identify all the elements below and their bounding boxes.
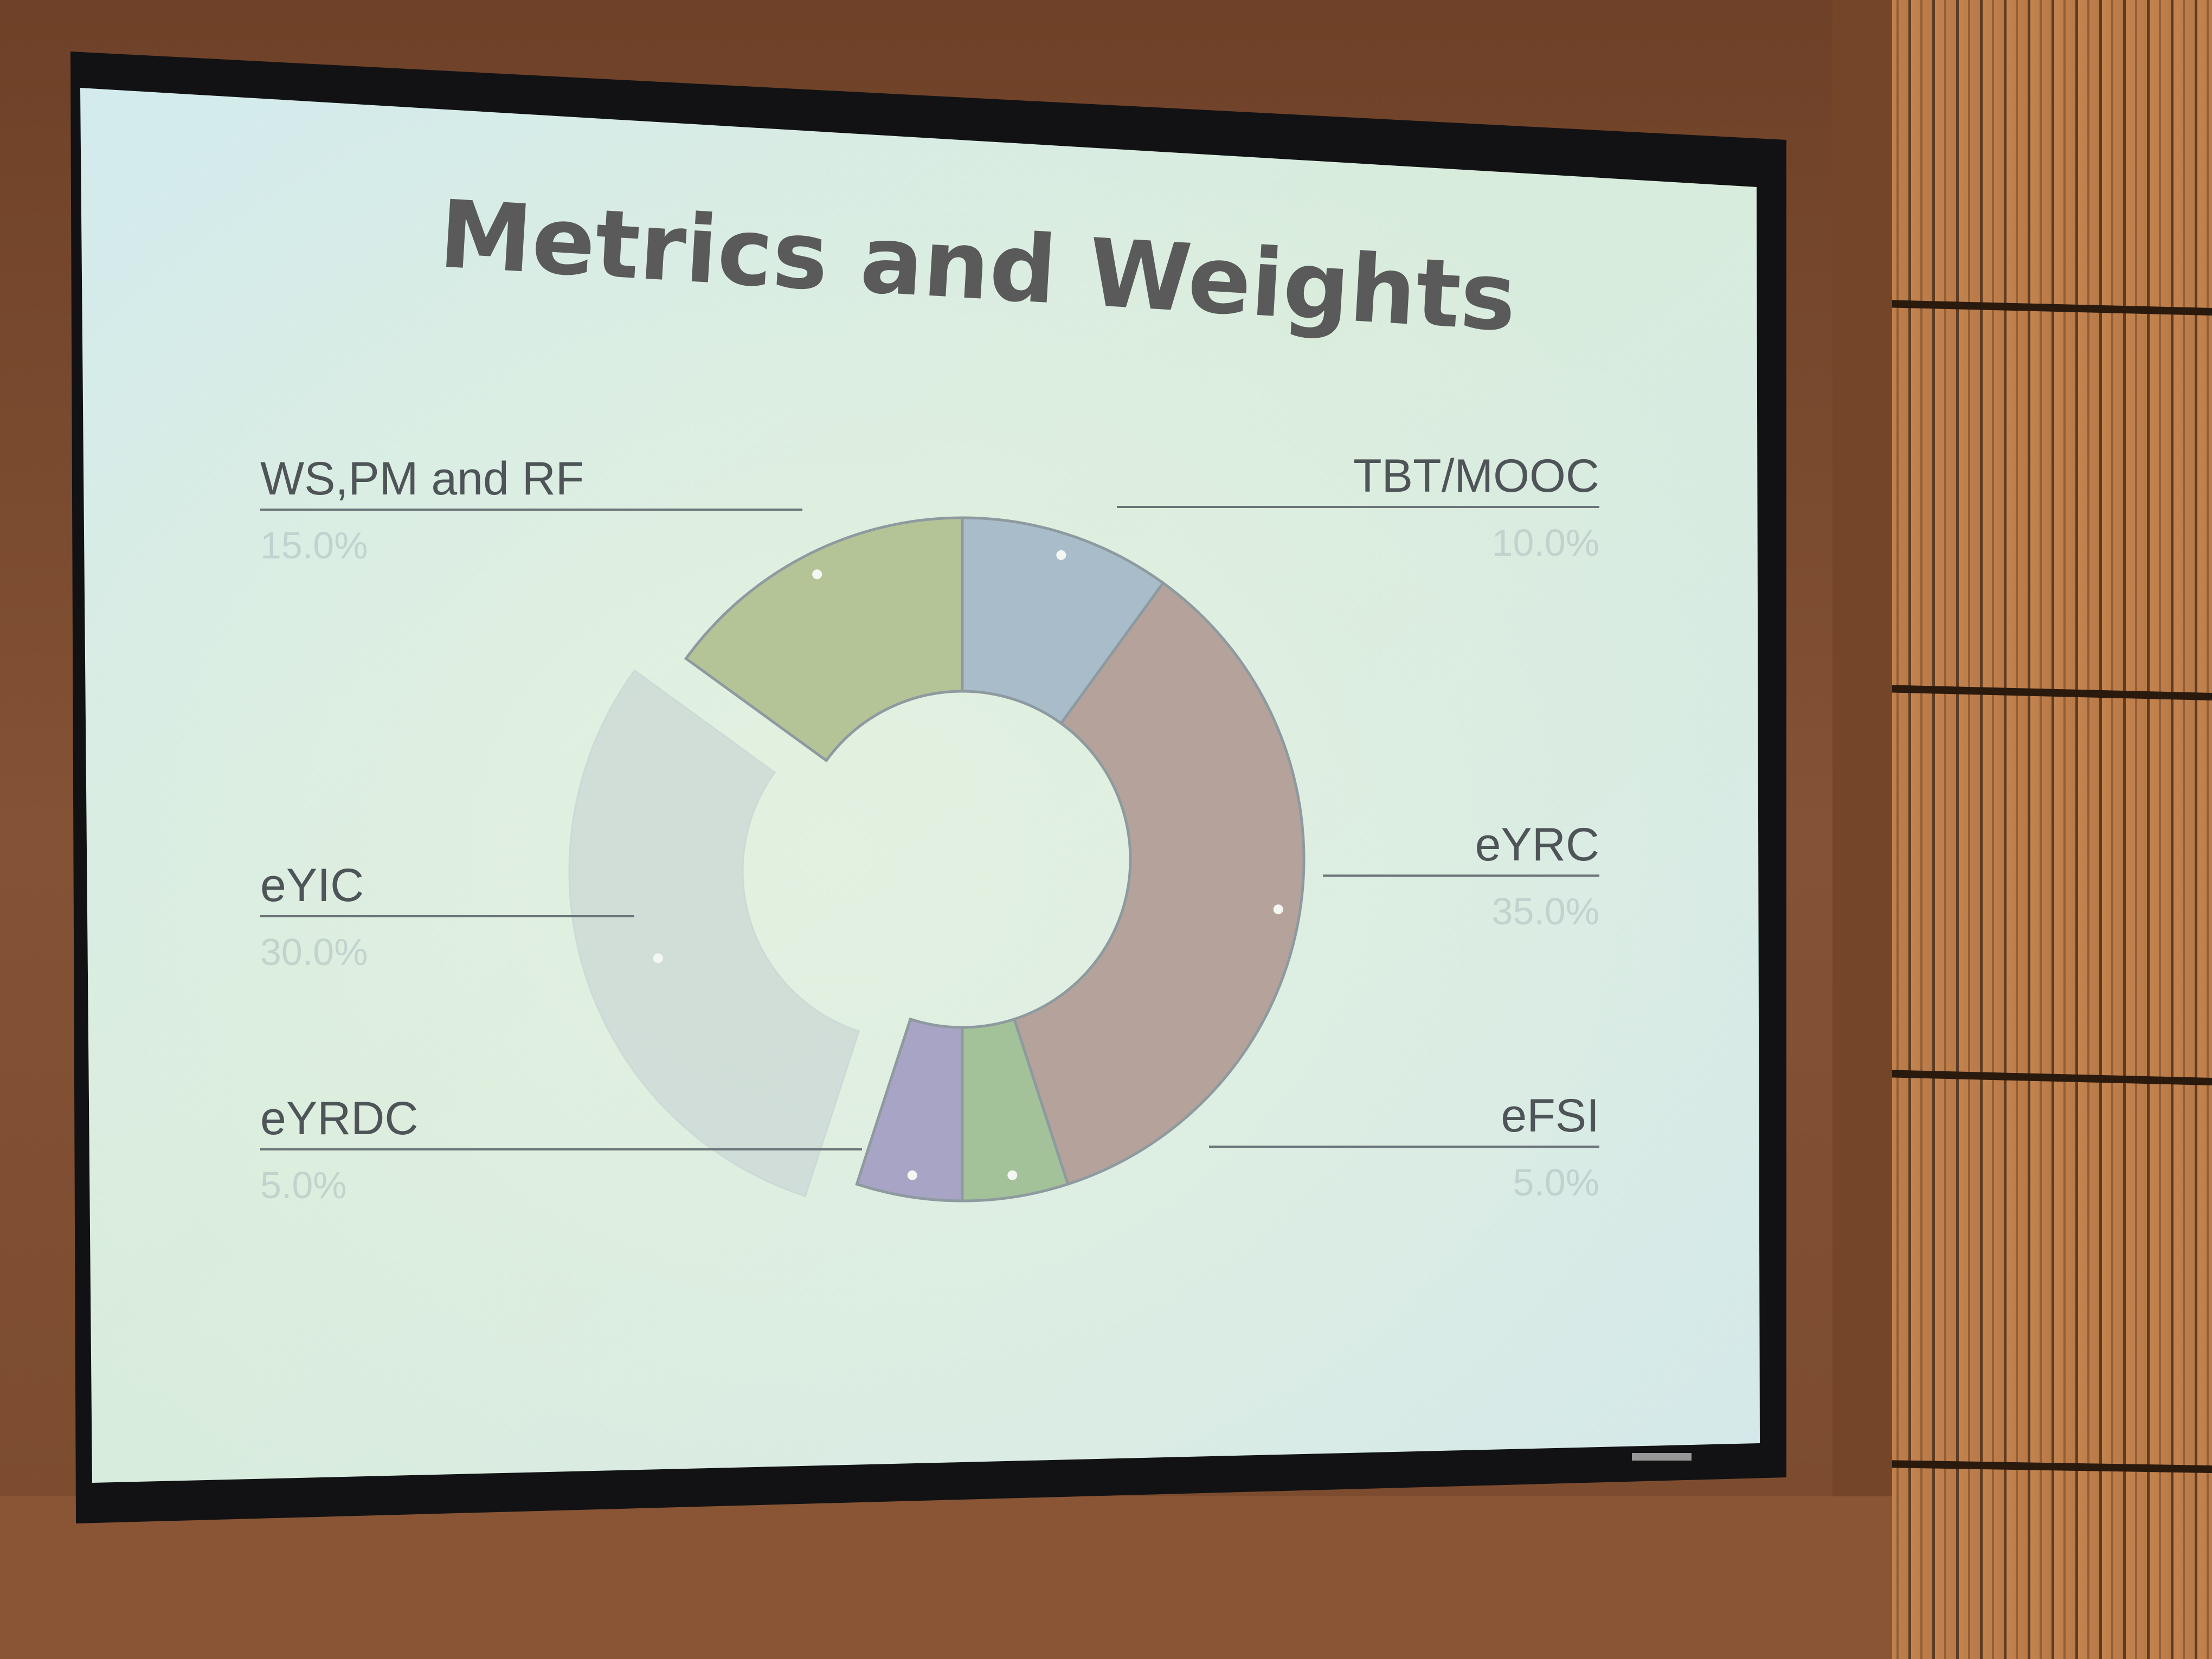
- frame-lower-ledge: [0, 1496, 1892, 1659]
- slice-marker-eyrc: [1273, 904, 1283, 915]
- callout-label-tbt-mooc: TBT/MOOC: [1353, 450, 1599, 502]
- donut-slice-eyrc: [1012, 581, 1306, 1186]
- callout-value-efsi: 5.0%: [1513, 1161, 1599, 1204]
- callout-label-ws-pm-and-rf: WS,PM and RF: [260, 453, 584, 505]
- projected-slide: Metrics and Weights TBT/MOOC10.0%eYRC35.…: [80, 88, 1760, 1483]
- donut-slice-eyic: [568, 669, 860, 1198]
- callout-value-eyic: 30.0%: [260, 931, 368, 973]
- donut-slice-eyrdc: [855, 1017, 964, 1203]
- chart-callouts: TBT/MOOC 10.0% eYRC 35.0% eFSI 5.0% eYRDC 5.0% e…: [260, 450, 1599, 1206]
- slice-marker-efsi: [1007, 1170, 1018, 1180]
- frame-right-pillar: [1832, 0, 1892, 1659]
- donut-slice-tbt-mooc: [961, 516, 1165, 725]
- slice-marker-eyrdc: [907, 1170, 917, 1180]
- callout-label-eyic: eYIC: [260, 859, 364, 911]
- callout-value-tbt-mooc: 10.0%: [1492, 522, 1599, 564]
- callout-value-ws-pm-and-rf: 15.0%: [260, 524, 368, 567]
- donut-chart: [568, 516, 1306, 1203]
- callout-label-eyrdc: eYRDC: [260, 1092, 419, 1144]
- wall-panel-seams: [1881, 300, 2212, 1473]
- callout-label-eyrc: eYRC: [1475, 819, 1599, 871]
- wood-slat-wall: [1876, 0, 2212, 1659]
- callout-value-eyrdc: 5.0%: [260, 1164, 347, 1206]
- callout-value-eyrc: 35.0%: [1492, 890, 1599, 933]
- callout-label-efsi: eFSI: [1501, 1090, 1599, 1142]
- projector-logo: [1632, 1453, 1692, 1461]
- donut-slice-ws-pm-and-rf: [684, 516, 964, 763]
- slice-marker-ws-pm-and-rf: [812, 569, 822, 580]
- slice-marker-eyic: [653, 953, 663, 963]
- slice-marker-tbt-mooc: [1056, 550, 1066, 560]
